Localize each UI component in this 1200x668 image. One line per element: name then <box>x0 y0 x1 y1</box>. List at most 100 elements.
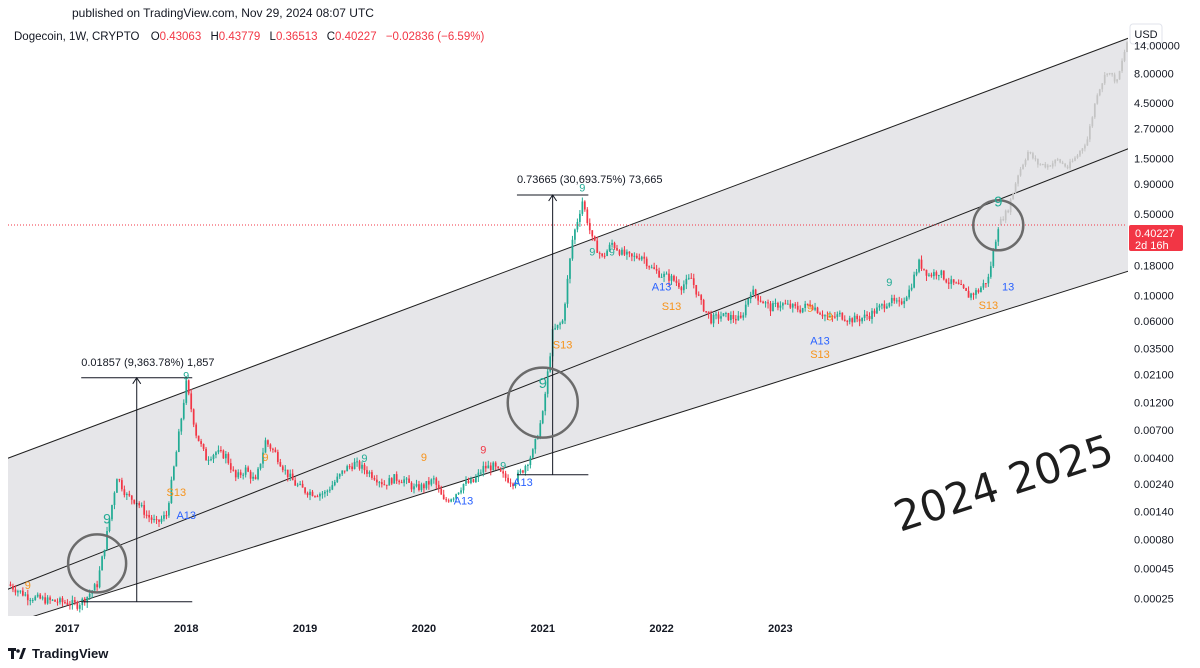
candle <box>712 313 715 328</box>
candle <box>140 502 143 508</box>
candle <box>9 581 12 587</box>
candle <box>982 279 985 290</box>
candle <box>489 462 492 476</box>
candle <box>437 480 440 493</box>
candle <box>41 595 44 601</box>
candle <box>14 585 17 596</box>
candle <box>133 499 136 505</box>
candle <box>742 312 745 321</box>
candle <box>715 311 717 320</box>
candle <box>596 236 599 254</box>
projection-candle <box>1029 151 1032 155</box>
td-marker: 9 <box>480 444 486 456</box>
projection-candle <box>1118 70 1121 80</box>
candle <box>143 500 146 519</box>
candle <box>660 273 663 278</box>
candle <box>98 566 101 589</box>
candle <box>479 469 482 476</box>
candle <box>440 485 443 495</box>
projection-candle <box>1007 209 1010 214</box>
candle <box>118 478 121 483</box>
projection-candle <box>1096 93 1099 105</box>
price-tick-label: 14.00000 <box>1134 40 1180 52</box>
candle <box>390 477 393 486</box>
candle <box>678 279 680 289</box>
candle <box>309 489 311 501</box>
projection-candle <box>1101 82 1104 93</box>
published-note: published on TradingView.com, Nov 29, 20… <box>72 6 374 20</box>
candle <box>903 297 906 309</box>
price-tick-label: 0.03500 <box>1134 343 1174 355</box>
candle <box>697 291 700 297</box>
projection-candle <box>1056 157 1059 161</box>
candle <box>195 422 198 439</box>
candle <box>608 242 611 252</box>
td-marker: A13 <box>454 496 474 508</box>
candle <box>648 265 651 270</box>
candle <box>348 463 351 470</box>
candle <box>898 296 901 307</box>
candle <box>29 597 32 606</box>
candle <box>462 483 465 494</box>
candle <box>680 285 683 295</box>
channel-fill <box>8 38 1128 625</box>
price-tick-label: 0.00240 <box>1134 479 1174 491</box>
candle <box>868 312 871 322</box>
candle <box>163 511 165 522</box>
measure-tool[interactable]: 0.01857 (9,363.78%) 1,857 <box>81 357 215 603</box>
candle <box>564 302 566 324</box>
candle <box>910 283 913 292</box>
highlight-circle <box>972 199 1025 252</box>
candle <box>158 519 160 528</box>
candle <box>269 443 272 452</box>
candle <box>113 491 116 510</box>
price-tick-label: 4.50000 <box>1134 98 1174 110</box>
candle <box>93 582 96 591</box>
candle <box>447 498 450 503</box>
candle <box>311 489 314 497</box>
candle <box>51 599 54 602</box>
candle <box>321 490 324 499</box>
candle <box>182 399 185 421</box>
candle <box>933 269 935 280</box>
legend-high: 0.43779 <box>219 31 261 43</box>
price-tick-label: 0.18000 <box>1134 261 1174 273</box>
candle <box>863 309 866 322</box>
time-tick-label: 2019 <box>293 623 317 635</box>
price-tick-label: 0.01200 <box>1134 398 1174 410</box>
candle <box>777 301 779 311</box>
annotations: 0.01857 (9,363.78%) 1,857 0.73665 (30,693… <box>66 174 1025 603</box>
candle <box>883 300 886 313</box>
measure-tool[interactable]: 0.73665 (30,693.75%) 73,665 <box>516 174 663 476</box>
price-tick-label: 8.00000 <box>1134 69 1174 81</box>
price-axis[interactable]: USD 14.00000 8.00000 4.50000 2.70000 1.50000… <box>1129 23 1183 605</box>
currency-box[interactable] <box>1129 23 1163 45</box>
candle <box>799 305 802 314</box>
candle <box>296 482 299 488</box>
candle <box>160 515 163 524</box>
candle <box>744 300 747 318</box>
candle <box>633 252 636 262</box>
candle <box>286 469 289 482</box>
candle <box>838 310 841 317</box>
candle <box>21 587 24 597</box>
legend: Dogecoin, 1W, CRYPTO O0.43063 H0.43779 L… <box>14 31 484 43</box>
candle <box>420 482 423 492</box>
candle <box>56 598 59 606</box>
projection-candle <box>1064 162 1066 168</box>
candle <box>576 218 579 233</box>
candle <box>299 480 301 486</box>
candle <box>101 555 103 571</box>
time-axis[interactable]: 2017 2018 2019 2020 2021 2022 2023 <box>8 616 874 640</box>
highlight-circle <box>506 366 579 439</box>
time-axis-bg <box>8 616 874 640</box>
candle <box>814 302 816 312</box>
regression-channel <box>8 37 1128 625</box>
time-tick-label: 2023 <box>768 623 792 635</box>
candle <box>400 479 403 484</box>
candle <box>24 592 27 597</box>
candle <box>985 283 987 288</box>
price-tag-countdown: 2d 16h <box>1135 240 1169 252</box>
candle <box>66 599 69 606</box>
